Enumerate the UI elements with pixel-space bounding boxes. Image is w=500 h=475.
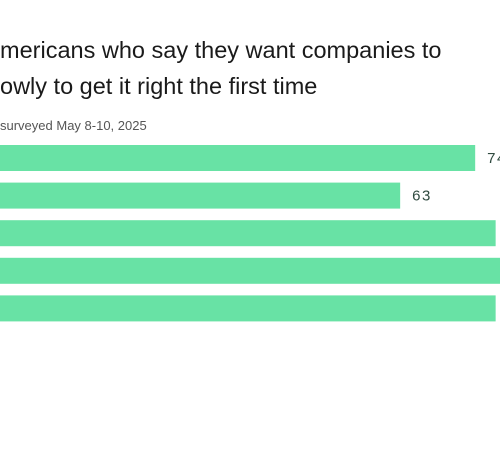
- chart-title-line: mericans who say they want companies to: [0, 37, 442, 63]
- bar: [0, 257, 500, 284]
- chart-subtitle: surveyed May 8-10, 2025: [0, 118, 147, 133]
- bar: [0, 145, 476, 171]
- value-label: 74: [487, 150, 500, 167]
- value-label: 63: [412, 188, 432, 205]
- bar: [0, 182, 401, 209]
- chart-title-line: owly to get it right the first time: [0, 73, 317, 99]
- bar: [0, 295, 496, 322]
- bar: [0, 220, 496, 247]
